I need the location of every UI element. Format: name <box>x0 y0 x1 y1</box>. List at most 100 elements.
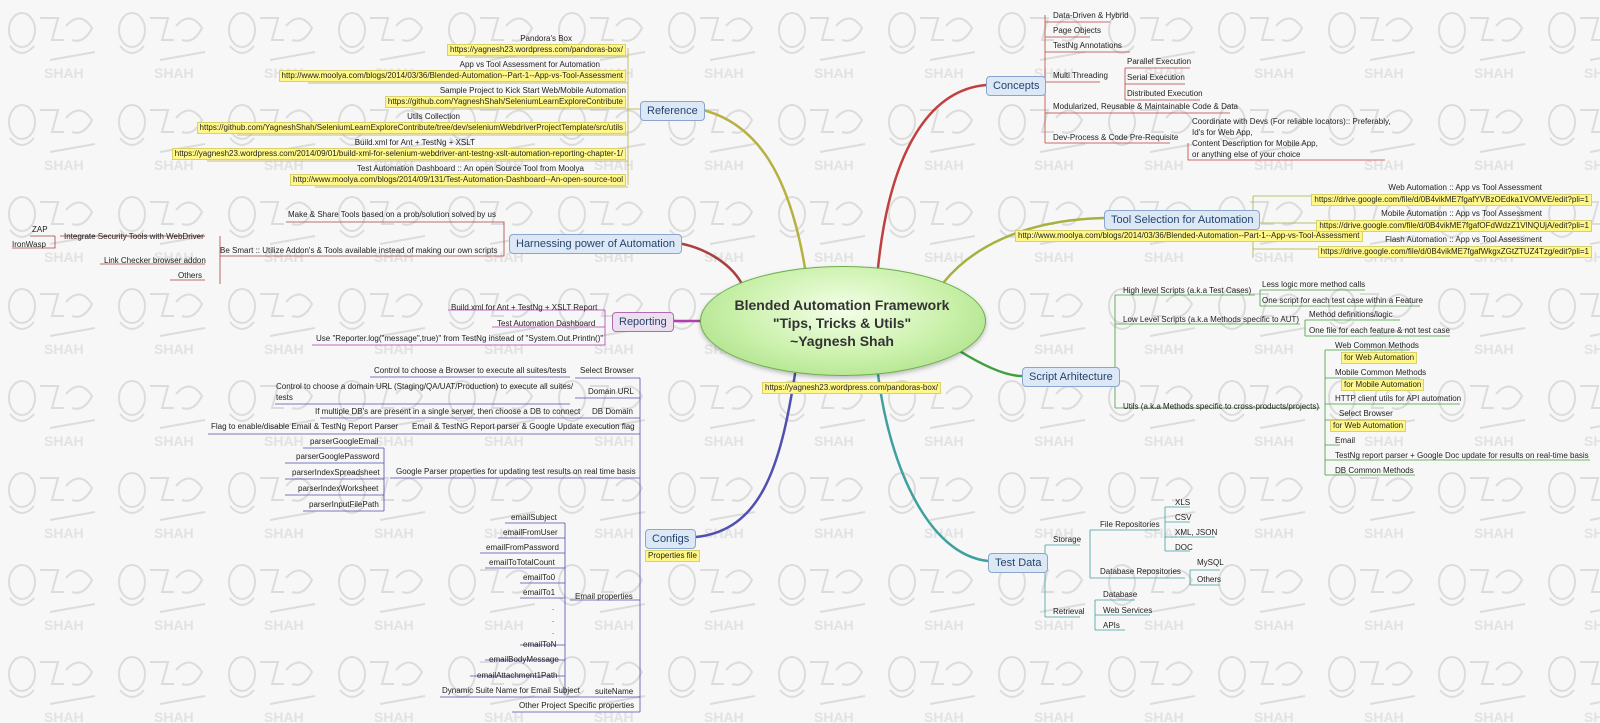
topic-script-architecture[interactable]: Script Arhitecture <box>1022 367 1120 387</box>
concepts-testng: TestNg Annotations <box>1053 41 1122 50</box>
harnessing-zap: ZAP <box>32 225 48 234</box>
tool-item-link[interactable]: https://drive.google.com/file/d/0B4vikME… <box>1311 194 1592 206</box>
email-prop: emailFromPassword <box>486 543 559 552</box>
tool-selection-link[interactable]: http://www.moolya.com/blogs/2014/03/36/B… <box>1015 230 1363 242</box>
reference-item-link[interactable]: http://www.moolya.com/blogs/2014/03/36/B… <box>278 70 626 82</box>
script-select-browser: Select Browser <box>1339 409 1393 418</box>
email-prop: . <box>552 615 555 624</box>
concepts-page-objects: Page Objects <box>1053 26 1102 35</box>
concepts-coordinate-line: Id's for Web App, <box>1192 128 1253 137</box>
email-prop: emailSubject <box>511 513 557 522</box>
topic-test-data[interactable]: Test Data <box>988 553 1049 573</box>
central-title-line-2: "Tips, Tricks & Utils" <box>772 315 912 331</box>
db-type: Others <box>1197 575 1222 584</box>
retrieval-type: APIs <box>1103 621 1120 630</box>
central-topic-title: Blended Automation Framework "Tips, Tric… <box>700 296 984 350</box>
tool-item-label: Mobile Automation :: App vs Tool Assessm… <box>1381 209 1542 218</box>
concepts-serial: Serial Execution <box>1127 73 1185 82</box>
concepts-modular: Modularized, Reusable & Maintainable Cod… <box>1053 102 1238 111</box>
concepts-multi-threading: Multi Threading <box>1053 71 1108 80</box>
test-data-db-repos: Database Repositories <box>1100 567 1181 576</box>
script-testng-parser: TestNg report parser + Google Doc update… <box>1335 451 1589 460</box>
reference-item-link[interactable]: https://github.com/YagneshShah/SeleniumL… <box>196 122 626 134</box>
concepts-dev-process: Dev-Process & Code Pre-Requisite <box>1053 133 1179 142</box>
email-prop: . <box>552 603 555 612</box>
script-for-mobile: for Mobile Automation <box>1341 379 1425 391</box>
reference-item-link[interactable]: https://github.com/YagneshShah/SeleniumL… <box>384 96 626 108</box>
reference-item-label: App vs Tool Assessment for Automation <box>459 60 600 69</box>
reporting-item: Test Automation Dashboard <box>497 319 596 328</box>
configs-db-domain: DB Domain <box>592 407 633 416</box>
script-less-logic: Less logic more method calls <box>1262 280 1366 289</box>
configs-email-flag-desc: Flag to enable/disable Email & TestNg Re… <box>211 422 399 431</box>
topic-tool-selection[interactable]: Tool Selection for Automation <box>1104 210 1261 230</box>
configs-google-parser: Google Parser properties for updating te… <box>396 467 636 476</box>
harnessing-others: Others <box>178 271 203 280</box>
script-high-level: High level Scripts (a.k.a Test Cases) <box>1123 286 1252 295</box>
central-title-line-1: Blended Automation Framework <box>734 297 950 313</box>
test-data-storage: Storage <box>1053 535 1082 544</box>
concepts-distributed: Distributed Execution <box>1127 89 1203 98</box>
file-type: XML, JSON <box>1175 528 1218 537</box>
central-topic[interactable] <box>700 266 986 376</box>
topic-harnessing[interactable]: Harnessing power of Automation <box>509 234 682 254</box>
reference-item-link[interactable]: https://yagnesh23.wordpress.com/2014/09/… <box>171 148 626 160</box>
reporting-item: Build.xml for Ant + TestNg + XSLT Report <box>451 303 598 312</box>
google-prop: parserInputFilePath <box>309 500 379 509</box>
script-http-client: HTTP client utils for API automation <box>1335 394 1462 403</box>
script-low-level: Low Level Scripts (a.k.a Methods specifi… <box>1123 315 1300 324</box>
script-db-common: DB Common Methods <box>1335 466 1414 475</box>
reference-item-label: Build.xml for Ant + TestNg + XSLT <box>354 138 475 147</box>
google-prop: parserGooglePassword <box>296 452 380 461</box>
configs-suite-name-desc: Dynamic Suite Name for Email Subject <box>442 686 580 695</box>
retrieval-type: Web Services <box>1103 606 1153 615</box>
google-prop: parserGoogleEmail <box>310 437 379 446</box>
configs-suite-name: suiteName <box>595 687 634 696</box>
concepts-coordinate-line: or anything else of your choice <box>1192 150 1301 159</box>
script-for-web-2: for Web Automation <box>1330 420 1407 432</box>
topic-configs[interactable]: Configs <box>645 529 697 549</box>
concepts-coordinate-line: Coordinate with Devs (For reliable locat… <box>1192 117 1391 126</box>
script-one-script: One script for each test case within a F… <box>1262 296 1423 305</box>
tool-item-link[interactable]: https://drive.google.com/file/d/0B4vikME… <box>1316 220 1592 232</box>
topic-concepts[interactable]: Concepts <box>986 76 1047 96</box>
harnessing-be-smart: Be Smart :: Utilize Addon's & Tools avai… <box>220 246 498 255</box>
configs-email-props: Email properties <box>575 592 633 601</box>
reporting-item: Use "Reporter.log("message",true)" from … <box>316 334 604 343</box>
central-title-line-3: ~Yagnesh Shah <box>790 333 894 349</box>
tool-item-link[interactable]: https://drive.google.com/file/d/0B4vikME… <box>1317 246 1592 258</box>
concepts-parallel: Parallel Execution <box>1127 57 1192 66</box>
reference-item-label: Utils Collection <box>407 112 460 121</box>
file-type: CSV <box>1175 513 1192 522</box>
central-link[interactable]: https://yagnesh23.wordpress.com/pandoras… <box>762 382 941 394</box>
email-prop: . <box>552 627 555 636</box>
file-type: XLS <box>1175 498 1191 507</box>
retrieval-type: Database <box>1103 590 1138 599</box>
script-one-file: One file for each feature & not test cas… <box>1309 326 1450 335</box>
google-prop: parserIndexWorksheet <box>298 484 379 493</box>
script-web-common: Web Common Methods <box>1335 341 1419 350</box>
email-prop: emailBodyMessage <box>489 655 559 664</box>
harnessing-integrate: Integrate Security Tools with WebDriver <box>64 232 204 241</box>
script-mobile-common: Mobile Common Methods <box>1335 368 1427 377</box>
reference-item-label: Sample Project to Kick Start Web/Mobile … <box>439 86 626 95</box>
configs-domain-url-desc-2: tests <box>276 393 293 402</box>
script-email: Email <box>1335 436 1356 445</box>
topic-reference[interactable]: Reference <box>640 101 705 121</box>
script-for-web: for Web Automation <box>1341 352 1418 364</box>
reference-item-link[interactable]: http://www.moolya.com/blogs/2014/09/131/… <box>290 174 626 186</box>
email-prop: emailToTotalCount <box>489 558 555 567</box>
email-prop: emailAttachment1Path <box>477 671 558 680</box>
topic-reporting[interactable]: Reporting <box>612 312 674 332</box>
configs-tag: Properties file <box>645 550 700 562</box>
db-type: MySQL <box>1197 558 1224 567</box>
script-utils: Utils (a.k.a Methods specific to cross-p… <box>1123 402 1320 411</box>
configs-domain-url: Domain URL <box>588 387 634 396</box>
reference-item-label: Test Automation Dashboard :: An open Sou… <box>356 164 584 173</box>
harnessing-ironwasp: IronWasp <box>12 240 46 249</box>
email-prop: emailTo0 <box>523 573 556 582</box>
reference-item-link[interactable]: https://yagnesh23.wordpress.com/pandoras… <box>447 44 626 56</box>
configs-select-browser-desc: Control to choose a Browser to execute a… <box>374 366 567 375</box>
tool-item-label: Flash Automation :: App vs Tool Assessme… <box>1385 235 1542 244</box>
